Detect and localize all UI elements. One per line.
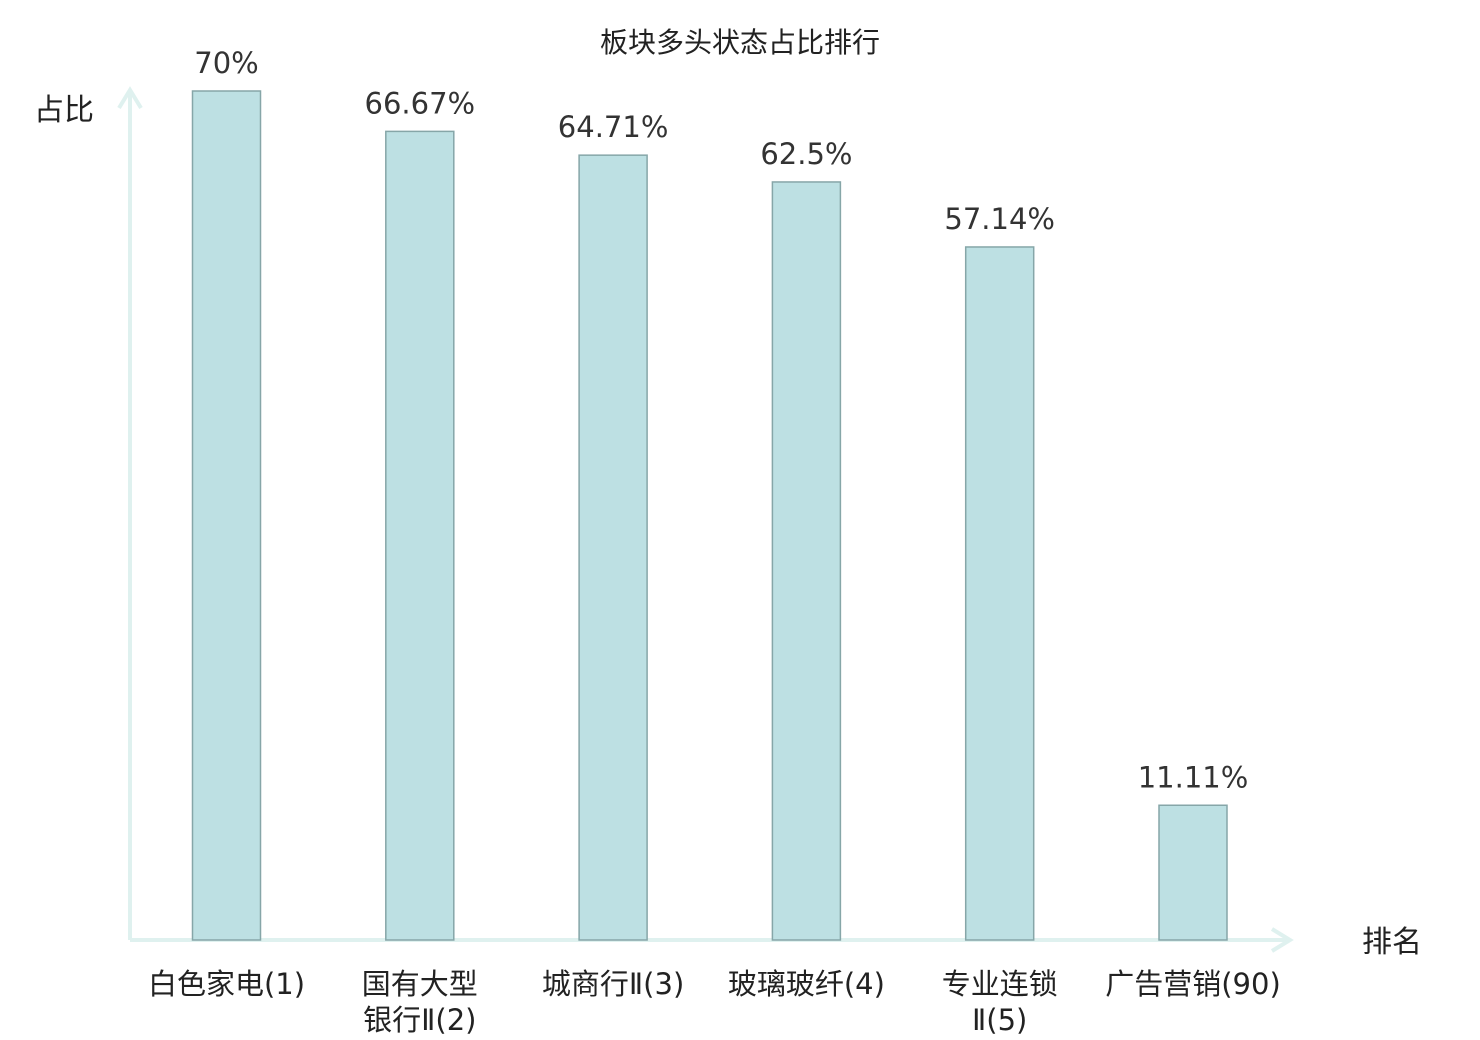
y-axis-arrow — [117, 86, 143, 110]
bars-group — [191, 90, 1228, 941]
category-tick-label: 广告营销(90) — [1105, 967, 1281, 1001]
bar — [578, 154, 648, 941]
bar — [1158, 804, 1228, 941]
chart-title: 板块多头状态占比排行 — [600, 26, 880, 59]
category-tick-label: Ⅱ(5) — [972, 1003, 1027, 1037]
category-tick-label: 城商行Ⅱ(3) — [542, 967, 684, 1001]
category-tick-label: 银行Ⅱ(2) — [363, 1003, 476, 1037]
category-tick-label: 国有大型 — [362, 967, 478, 1001]
bar-value-label: 11.11% — [1138, 760, 1249, 794]
bar — [964, 246, 1035, 941]
y-axis-label: 占比 — [34, 93, 94, 128]
bar — [771, 181, 842, 941]
bar-value-label: 57.14% — [944, 202, 1055, 236]
bar-value-label: 64.71% — [558, 110, 669, 144]
x-axis-label: 排名 — [1362, 925, 1422, 960]
category-tick-label: 白色家电(1) — [148, 967, 305, 1001]
bar — [385, 130, 455, 941]
value-labels-group: 70% 66.67% 64.71% 62.5% 57.14% 11.11% — [194, 46, 1248, 794]
bar — [191, 90, 262, 941]
bar-value-label: 66.67% — [365, 86, 476, 120]
x-axis-arrow — [1270, 927, 1294, 953]
category-tick-label: 玻璃玻纤(4) — [728, 967, 885, 1001]
bar-value-label: 62.5% — [760, 137, 852, 171]
category-tick-label: 专业连锁 — [942, 967, 1058, 1001]
bar-value-label: 70% — [194, 46, 258, 80]
